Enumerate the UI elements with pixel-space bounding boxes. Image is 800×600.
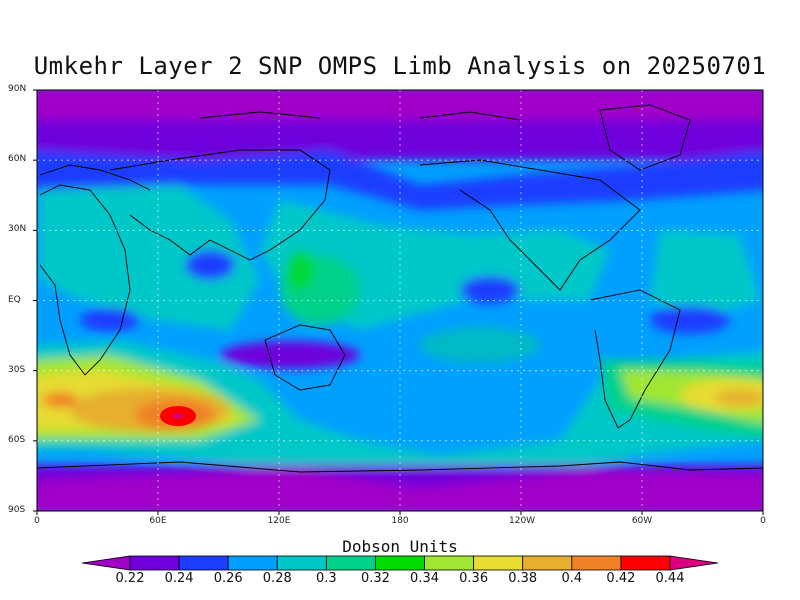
lat-label: 30N — [8, 224, 27, 235]
colorbar-tick-label: 0.24 — [164, 571, 194, 586]
colorbar-cell — [571, 555, 622, 571]
colorbar-cell — [178, 555, 229, 571]
colorbar-tick-label: 0.34 — [410, 571, 440, 586]
colorbar-tick-label: 0.28 — [262, 571, 292, 586]
colorbar-cell — [375, 555, 425, 571]
colorbar-tick-label: 0.36 — [459, 571, 489, 586]
colorbar-title: Dobson Units — [342, 537, 458, 556]
lat-label: 90S — [8, 505, 26, 515]
coastlines — [37, 104, 763, 473]
lat-label: 30S — [8, 364, 26, 375]
lon-label: 0 — [34, 516, 40, 526]
colorbar-tick-label: 0.38 — [508, 571, 538, 586]
lat-label: 60S — [8, 434, 26, 445]
colorbar-high-triangle — [669, 555, 719, 571]
colorbar-tick-label: 0.44 — [655, 571, 685, 586]
colorbar-cell — [129, 555, 180, 571]
lat-label: 60N — [8, 154, 27, 165]
colorbar-tick-label: 0.22 — [115, 571, 145, 586]
colorbar-cell — [473, 555, 524, 571]
colorbar-tick-label: 0.32 — [360, 571, 390, 586]
lat-label: 90N — [8, 84, 27, 94]
lon-label: 120W — [509, 516, 536, 526]
colorbar-cell — [620, 555, 671, 571]
lon-label: 60E — [149, 516, 167, 526]
lon-label: 60W — [631, 516, 653, 526]
colorbar-cell — [522, 555, 573, 571]
lon-label: 0 — [760, 516, 766, 526]
colorbar-low-triangle — [81, 555, 131, 571]
lon-label: 120E — [267, 516, 291, 526]
colorbar-cell — [424, 555, 475, 571]
lat-label: EQ — [8, 294, 21, 305]
colorbar-tick-label: 0.4 — [561, 571, 583, 586]
axis-ticks — [33, 89, 764, 515]
colorbar-cell — [227, 555, 278, 571]
colorbar-tick-label: 0.42 — [606, 571, 636, 586]
colorbar-tick-label: 0.3 — [316, 571, 337, 586]
colorbar-tick-label: 0.26 — [213, 571, 243, 586]
colorbar-cell — [276, 555, 327, 571]
lon-label: 180 — [391, 516, 409, 526]
map-title: Umkehr Layer 2 SNP OMPS Limb Analysis on… — [33, 52, 767, 80]
graticule — [37, 90, 763, 511]
colorbar-cell — [325, 555, 376, 571]
